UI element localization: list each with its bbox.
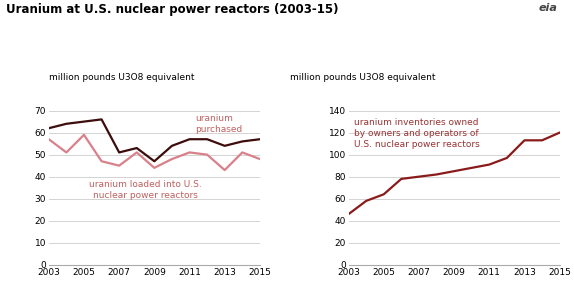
Text: uranium inventories owned
by owners and operators of
U.S. nuclear power reactors: uranium inventories owned by owners and … [354, 118, 480, 150]
Text: million pounds U3O8 equivalent: million pounds U3O8 equivalent [49, 73, 194, 82]
Text: Uranium at U.S. nuclear power reactors (2003-15): Uranium at U.S. nuclear power reactors (… [6, 3, 338, 16]
Text: eia: eia [539, 3, 558, 13]
Text: uranium loaded into U.S.
nuclear power reactors: uranium loaded into U.S. nuclear power r… [89, 180, 202, 200]
Text: million pounds U3O8 equivalent: million pounds U3O8 equivalent [290, 73, 435, 82]
Text: uranium
purchased: uranium purchased [195, 113, 242, 134]
